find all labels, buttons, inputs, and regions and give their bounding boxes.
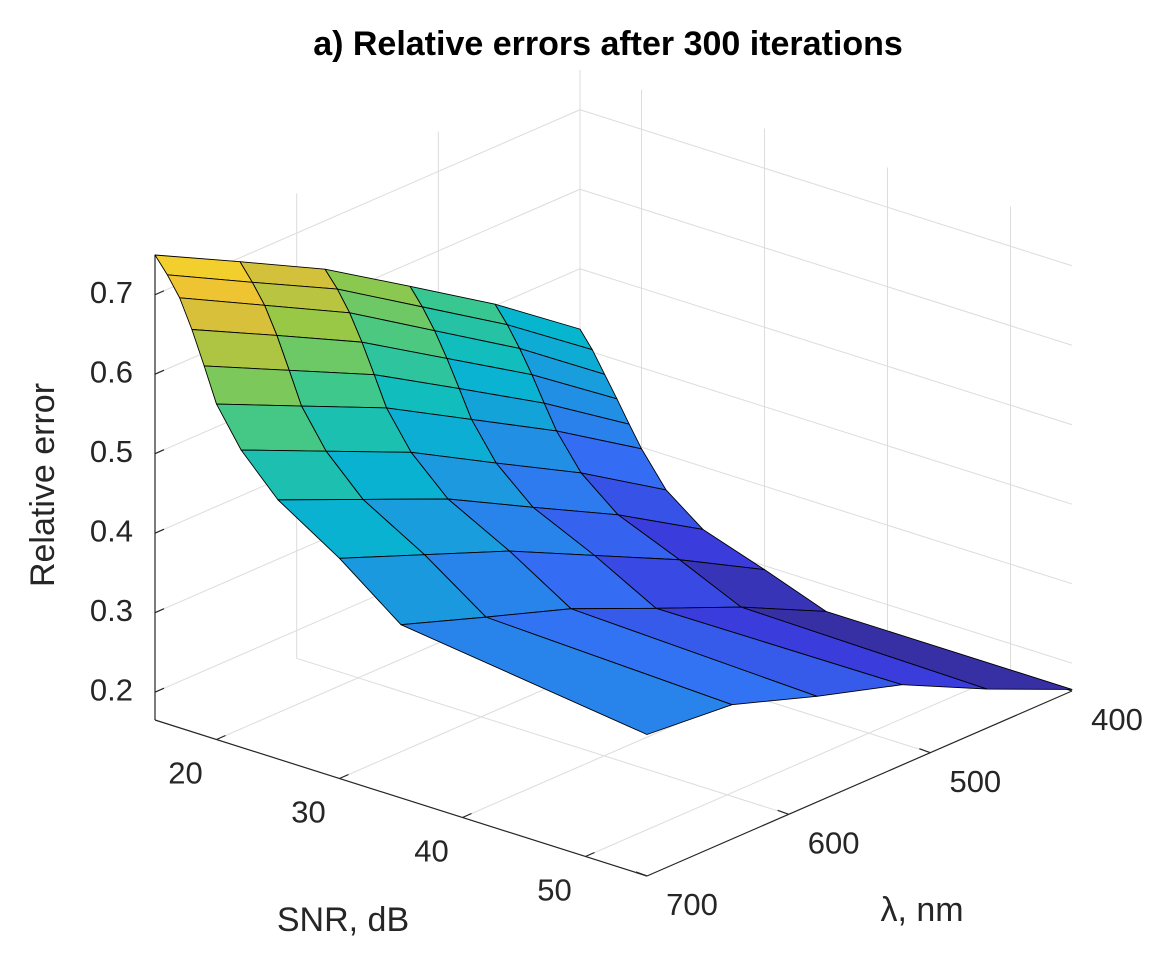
grid-line xyxy=(579,188,1073,346)
z-tick-label: 0.7 xyxy=(90,275,133,310)
surface-face xyxy=(400,616,733,735)
z-tick-label: 0.3 xyxy=(90,593,133,628)
y-tick-label: 700 xyxy=(666,887,718,922)
z-tick xyxy=(154,290,165,296)
x-axis-label: SNR, dB xyxy=(277,901,409,939)
z-tick xyxy=(154,608,165,614)
z-tick-label: 0.4 xyxy=(90,513,133,548)
surface-face xyxy=(191,329,290,371)
y-tick-label: 600 xyxy=(808,826,860,861)
grid-line xyxy=(579,268,1073,426)
x-tick-label: 20 xyxy=(168,756,202,791)
grid-line xyxy=(579,109,1073,267)
x-tick xyxy=(339,773,349,780)
z-tick xyxy=(154,449,165,455)
z-tick-label: 0.5 xyxy=(90,434,133,469)
z-tick xyxy=(154,687,165,693)
y-tick-label: 400 xyxy=(1091,702,1143,737)
x-tick-label: 40 xyxy=(414,834,448,869)
z-tick xyxy=(154,528,165,534)
y-tick xyxy=(635,871,648,877)
x-tick xyxy=(462,812,472,819)
x-tick xyxy=(216,734,226,741)
x-axis xyxy=(154,719,648,877)
grid-line xyxy=(579,347,1073,505)
x-tick-label: 50 xyxy=(537,873,571,908)
y-tick-label: 500 xyxy=(949,764,1001,799)
surface-face xyxy=(203,365,302,407)
grid-line xyxy=(296,657,789,815)
grid-line xyxy=(585,671,1011,857)
z-axis-label: Relative error xyxy=(24,383,62,587)
y-axis xyxy=(646,690,1073,877)
z-tick xyxy=(154,369,165,375)
y-tick xyxy=(919,748,931,754)
z-tick-label: 0.2 xyxy=(90,672,133,707)
y-tick xyxy=(777,809,789,815)
x-tick xyxy=(585,851,595,858)
surface-face xyxy=(288,369,387,409)
grid-line xyxy=(579,427,1073,585)
x-tick-label: 30 xyxy=(291,795,325,830)
z-tick-label: 0.6 xyxy=(90,354,133,389)
y-axis-label: λ, nm xyxy=(880,891,963,929)
chart-title: a) Relative errors after 300 iterations xyxy=(313,25,903,63)
